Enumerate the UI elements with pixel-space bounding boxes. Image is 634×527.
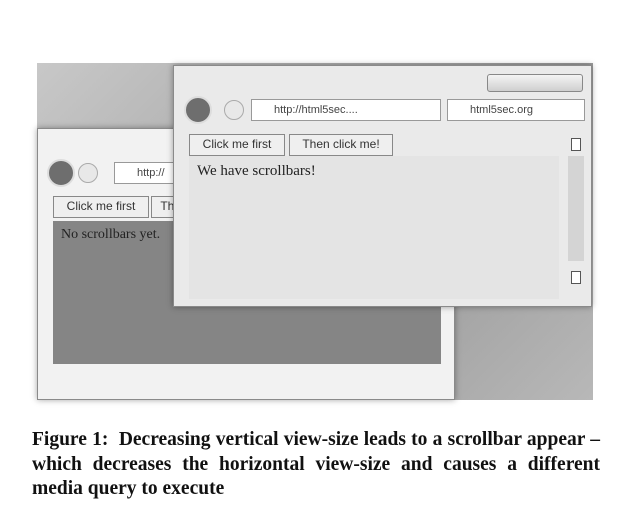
scroll-up[interactable]: [571, 138, 581, 151]
address-bar[interactable]: http://html5sec....: [251, 99, 441, 121]
scroll-down[interactable]: [571, 271, 581, 284]
button[interactable]: Click me first: [189, 134, 285, 156]
window-controls[interactable]: [487, 74, 583, 92]
forward-button[interactable]: [224, 100, 244, 120]
caption: Figure 1: Decreasing vertical view-size …: [32, 428, 600, 502]
forward-button[interactable]: [78, 163, 98, 183]
scrollbar[interactable]: [568, 156, 584, 261]
caption-label: Figure 1:: [32, 429, 109, 450]
tab[interactable]: html5sec.org: [447, 99, 585, 121]
button[interactable]: Then click me!: [289, 134, 393, 156]
back-button[interactable]: [184, 96, 212, 124]
front-window: http://html5sec.... html5sec.org Click m…: [173, 65, 592, 307]
content: We have scrollbars!: [189, 156, 559, 299]
back-button[interactable]: [47, 159, 75, 187]
button[interactable]: Click me first: [53, 196, 149, 218]
caption-text: Decreasing vertical view-size leads to a…: [32, 429, 600, 499]
